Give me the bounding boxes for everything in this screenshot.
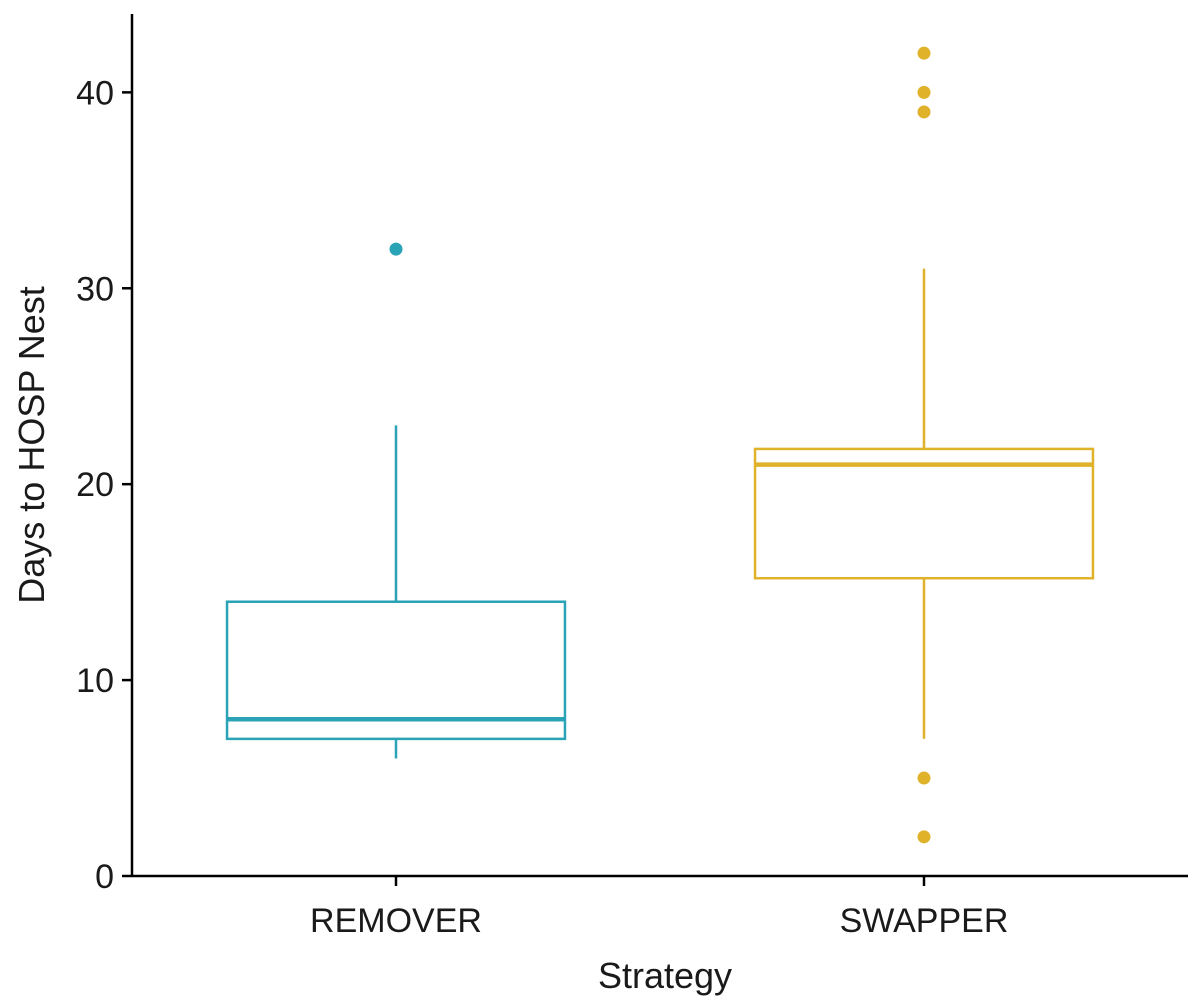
outlier-point: [918, 830, 931, 843]
box-group-remover: [227, 243, 565, 759]
x-ticks: REMOVER SWAPPER: [310, 876, 1008, 940]
y-axis: 0 10 20 30 40 Days to HOSP Nest: [11, 14, 132, 896]
y-tick-label: 10: [76, 662, 114, 700]
x-tick-label: REMOVER: [310, 902, 482, 940]
y-tick-label: 40: [76, 74, 114, 112]
x-tick-label: SWAPPER: [840, 902, 1009, 940]
outlier-point: [918, 772, 931, 785]
outlier-point: [390, 243, 403, 256]
y-axis-title: Days to HOSP Nest: [11, 286, 52, 603]
y-tick-label: 20: [76, 466, 114, 504]
box: [755, 449, 1093, 578]
box-group-swapper: [755, 47, 1093, 844]
outlier-point: [918, 86, 931, 99]
plot-area: [227, 47, 1093, 844]
outlier-point: [918, 47, 931, 60]
x-axis: REMOVER SWAPPER Strategy: [132, 876, 1188, 996]
y-tick-label: 0: [95, 858, 114, 896]
y-ticks: 0 10 20 30 40: [76, 74, 132, 896]
x-axis-title: Strategy: [598, 955, 732, 996]
y-tick-label: 30: [76, 270, 114, 308]
outlier-point: [918, 105, 931, 118]
